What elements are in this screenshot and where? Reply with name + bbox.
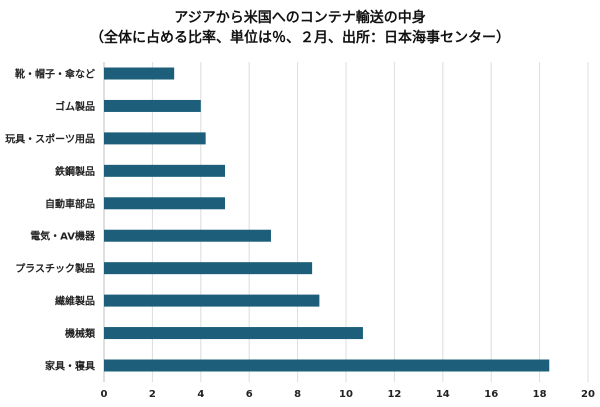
x-tick-label: 4 [197, 389, 204, 400]
x-tick-label: 18 [533, 389, 547, 400]
x-tick-label: 6 [246, 389, 253, 400]
bar [104, 359, 550, 372]
bar [104, 294, 320, 307]
bar [104, 132, 206, 145]
bar [104, 164, 225, 177]
x-tick-label: 8 [294, 389, 301, 400]
category-label: 繊維製品 [54, 295, 95, 308]
bar [104, 262, 313, 275]
category-label: 鉄鋼製品 [55, 165, 95, 178]
category-label: 靴・帽子・傘など [15, 68, 95, 81]
x-tick-label: 10 [339, 389, 353, 400]
x-tick-label: 0 [101, 389, 108, 400]
category-label: ゴム製品 [55, 100, 95, 113]
bar [104, 197, 225, 210]
category-label: 電気・AV機器 [30, 230, 96, 243]
chart-subtitle: （全体に占める比率、単位は％、２月、出所：日本海事センター） [90, 30, 510, 46]
axis: 0 2 4 6 8 10 12 14 16 18 20 靴・帽子・傘などゴム製品玩具・スポーツ用品鉄鋼… [5, 68, 595, 401]
category-label: プラスチック製品 [15, 262, 95, 275]
bar [104, 327, 363, 340]
x-tick-label: 20 [581, 389, 595, 400]
bar [104, 99, 201, 112]
category-label: 機械類 [65, 327, 96, 340]
bar [104, 67, 175, 80]
category-label: 家具・寝具 [45, 360, 95, 373]
x-tick-label: 2 [149, 389, 156, 400]
category-label: 自動車部品 [45, 197, 95, 210]
bar [104, 229, 271, 242]
x-tick-label: 12 [387, 389, 401, 400]
bars [104, 67, 550, 372]
category-label: 玩具・スポーツ用品 [5, 132, 95, 145]
x-tick-label: 16 [484, 389, 498, 400]
x-tick-label: 14 [436, 389, 450, 400]
chart-title: アジアから米国へのコンテナ輸送の中身 [174, 10, 426, 26]
